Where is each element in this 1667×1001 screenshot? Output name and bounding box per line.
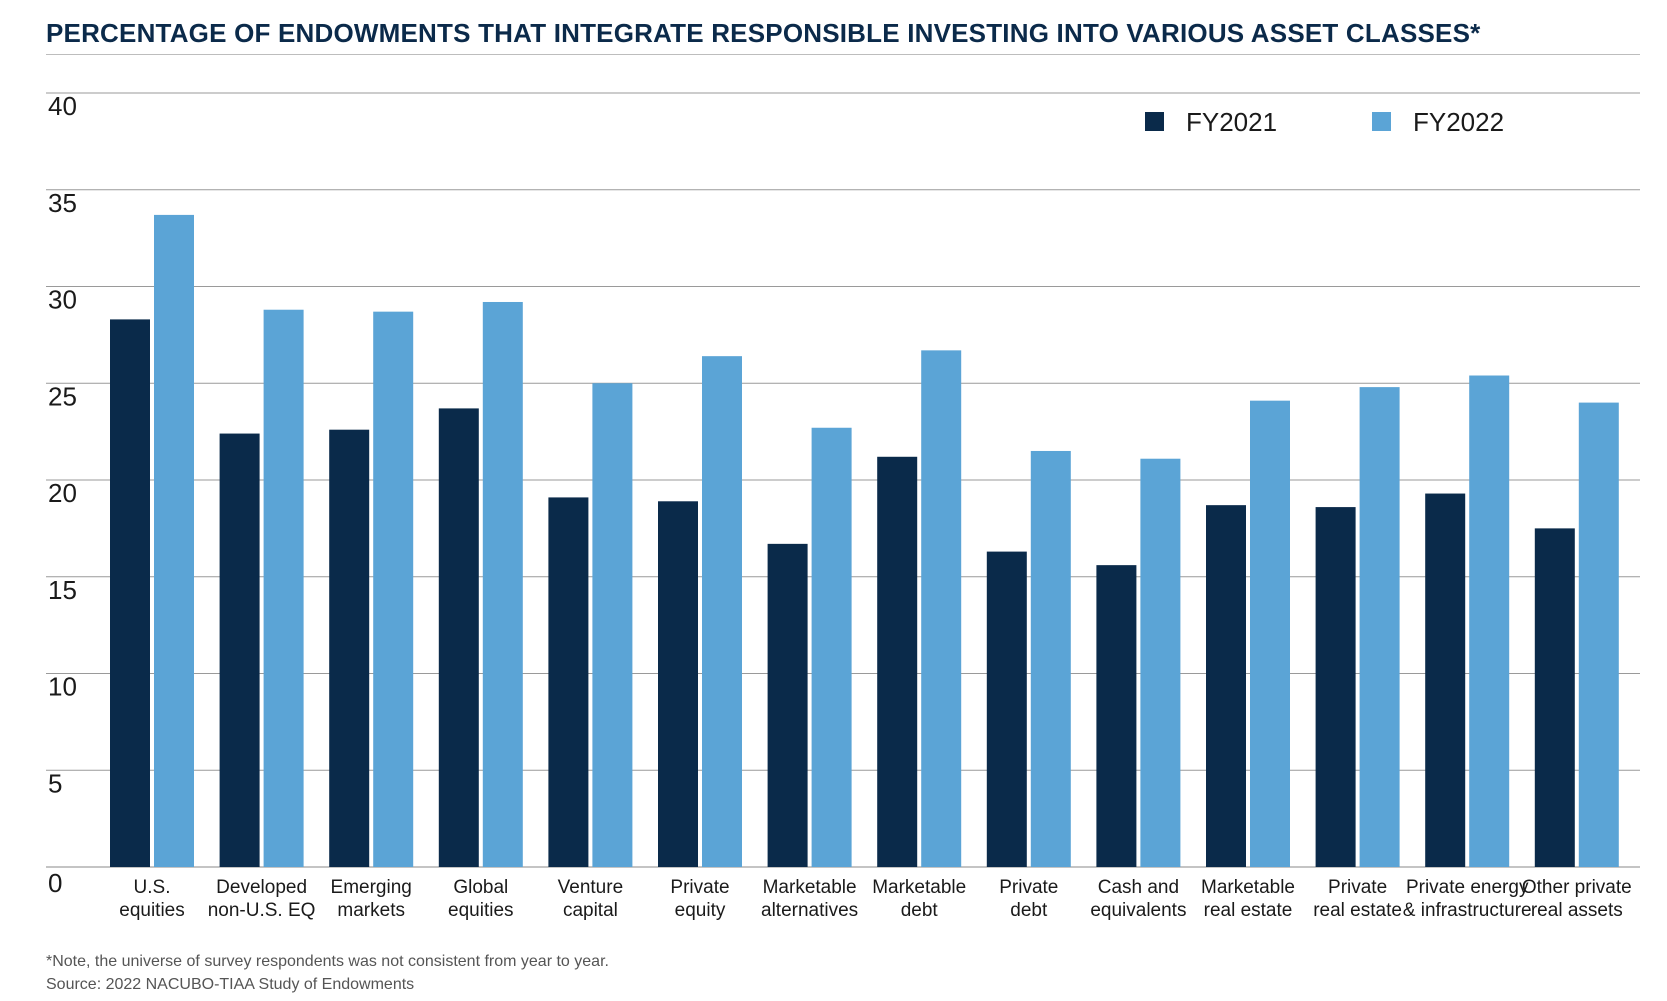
x-tick-label: Cash and equivalents — [1090, 877, 1186, 921]
bar-fy2022 — [702, 356, 742, 867]
y-tick-label: 35 — [48, 188, 77, 218]
bar-fy2021 — [548, 497, 589, 867]
footnote: *Note, the universe of survey respondent… — [46, 953, 609, 970]
bar-fy2022 — [592, 383, 633, 867]
chart-title: PERCENTAGE OF ENDOWMENTS THAT INTEGRATE … — [46, 18, 1481, 48]
y-tick-label: 20 — [48, 478, 77, 508]
bar-fy2022 — [154, 214, 194, 867]
bar-fy2021 — [986, 551, 1027, 867]
bar-fy2022 — [1030, 450, 1071, 867]
y-tick-label: 5 — [48, 768, 62, 798]
bar-fy2022 — [1578, 402, 1619, 867]
bar-fy2022 — [482, 301, 523, 868]
bar-fy2022 — [263, 309, 304, 868]
y-tick-label: 25 — [48, 381, 77, 411]
legend-swatch-fy2021 — [1145, 112, 1164, 131]
chart-notes: *Note, the universe of survey respondent… — [46, 950, 609, 996]
x-tick-label: Marketable debt — [872, 877, 966, 921]
y-tick-label: 15 — [48, 575, 77, 605]
bar-fy2021 — [438, 408, 479, 867]
bar-fy2022 — [921, 350, 962, 868]
x-tick-label: Global equities — [448, 877, 514, 921]
y-axis-ticks: 0 5 10 15 20 25 30 35 40 — [48, 91, 77, 898]
x-tick-label: Private debt — [999, 877, 1058, 921]
bar-fy2021 — [329, 429, 370, 867]
y-tick-label: 40 — [48, 91, 77, 121]
bar-fy2022 — [1469, 375, 1510, 867]
y-tick-label: 0 — [48, 868, 62, 898]
bar-fy2021 — [1096, 565, 1137, 867]
bar-fy2022 — [811, 427, 852, 867]
x-tick-label: Marketable real estate — [1201, 877, 1295, 921]
bar-fy2021 — [1425, 493, 1466, 867]
legend-label: FY2021 — [1186, 107, 1277, 137]
bar-fy2021 — [658, 501, 698, 867]
y-tick-label: 30 — [48, 285, 77, 315]
y-tick-label: 10 — [48, 672, 77, 702]
bar-fy2022 — [1140, 458, 1181, 867]
source-note: Source: 2022 NACUBO-TIAA Study of Endowm… — [46, 976, 415, 993]
bar-chart: 0 5 10 15 20 25 30 35 40 U.S. equities Developed no… — [46, 91, 1640, 921]
bar-fy2021 — [219, 433, 260, 867]
x-tick-label: Other private real assets — [1522, 877, 1632, 921]
bar-fy2021 — [767, 543, 808, 867]
x-tick-label: Private equity — [670, 877, 729, 921]
bar-fy2021 — [110, 319, 150, 867]
legend-swatch-fy2022 — [1372, 112, 1391, 131]
x-axis-labels: U.S. equities Developed non-U.S. EQ Emerging… — [119, 877, 1631, 921]
bar-fy2022 — [1359, 387, 1400, 867]
x-tick-label: U.S. equities — [119, 877, 185, 921]
x-tick-label: Emerging markets — [331, 877, 412, 921]
bar-fy2021 — [1206, 505, 1246, 867]
bar-fy2022 — [1250, 400, 1290, 867]
legend: FY2021 FY2022 — [1145, 107, 1504, 137]
bars — [110, 214, 1619, 868]
title-divider — [46, 54, 1640, 55]
x-tick-label: Venture capital — [558, 877, 624, 921]
bar-fy2021 — [1315, 507, 1356, 867]
x-tick-label: Developed non-U.S. EQ — [208, 877, 316, 921]
x-tick-label: Private real estate — [1313, 877, 1402, 921]
bar-fy2021 — [1534, 528, 1575, 867]
bar-fy2022 — [373, 311, 414, 867]
legend-label: FY2022 — [1413, 107, 1504, 137]
bar-fy2021 — [877, 456, 918, 867]
x-tick-label: Private energy & infrastructure — [1403, 877, 1532, 921]
x-tick-label: Marketable alternatives — [761, 877, 858, 921]
